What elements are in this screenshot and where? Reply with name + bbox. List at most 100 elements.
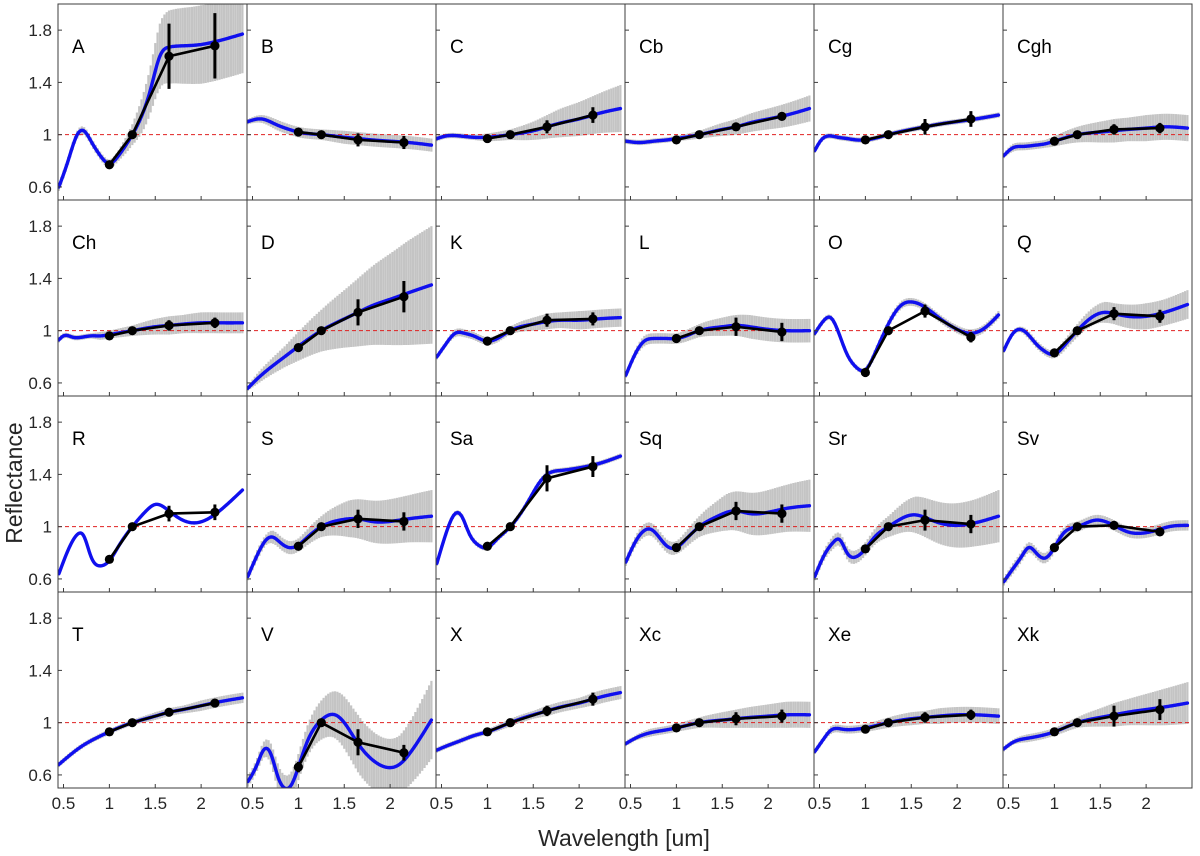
photometry-point [731,714,741,724]
panel-a: A [57,3,248,201]
photometry-line [675,509,782,549]
photometry-point [399,748,409,758]
photometry-point [353,307,363,317]
panel-plot-area [1003,113,1192,159]
panel-plot-area [814,706,1003,755]
panels-layer: A B C Cb Cg Cgh Ch D K L O Q R S Sa Sq Sr Sv T V X Xc Xe Xk [57,3,1193,789]
panel-plot-area [625,479,814,566]
photometry-point [777,711,787,721]
x-axis-ticks: 0.5 1 1.5 2 0.5 1 1.5 2 0.5 1 1.5 2 0.5 1 1.5 2 0.5 1 1.5 2… [52,794,1151,813]
panel-label: Cb [639,37,663,58]
panel-o: O [813,199,1004,397]
panel-q: Q [1002,199,1193,397]
panel-label: Q [1017,233,1032,254]
photometry-point [1155,527,1165,537]
panel-plot-area [58,488,247,576]
spectrum-line [625,504,812,564]
photometry-point [505,326,515,336]
y-tick-label: 1.4 [28,269,52,288]
photometry-point [920,122,930,132]
y-axis-ticks: 0.6 1 1.4 1.8 0.6 1 1.4 1.8 0.6 1 1.4 1.8 0.6 1 1.4 1.8 [28,21,52,785]
photometry-line [297,517,404,548]
x-tick-label: 2 [196,794,205,813]
panel-label: D [261,233,275,254]
panel-plot-area [58,312,247,343]
panel-ch: Ch [57,199,248,397]
panel-sq: Sq [624,395,815,593]
photometry-point [399,137,409,148]
photometry-line [676,714,782,730]
y-tick-label: 1.8 [28,609,52,628]
panel-s: S [246,395,437,593]
spectrum-line [247,712,434,788]
panel-label: Sr [828,429,848,450]
y-tick-label: 1.4 [28,661,52,680]
panel-frame [1002,591,1193,789]
photometry-point [588,314,598,324]
panel-d: D [246,199,437,397]
photometry-point [104,554,114,564]
photometry-line [1054,126,1160,143]
x-tick-label: 1 [483,794,492,813]
x-tick-label: 1.5 [1088,794,1112,813]
panel-x: X [435,591,626,789]
photometry-line [108,701,216,734]
spectrum-line [814,300,1001,373]
photometry-point [1109,520,1119,530]
photometry-point [694,326,704,336]
photometry-point [127,522,137,532]
photometry-point [127,130,137,140]
photometry-point [588,694,598,704]
x-tick-label: 1 [1050,794,1059,813]
panel-label: B [261,37,274,58]
photometry-line [864,309,972,374]
panel-c: C [435,3,626,201]
x-tick-label: 1 [672,794,681,813]
panel-sa: Sa [435,395,626,593]
panel-label: Xe [828,625,851,646]
photometry-point [542,122,552,132]
panel-plot-area [814,111,1003,153]
panel-plot-area [247,226,436,391]
photometry-point [482,336,492,346]
photometry-point [399,292,409,302]
photometry-line [298,130,404,144]
photometry-point [164,707,174,717]
panel-plot-area [247,680,436,788]
x-tick-label: 0.5 [52,794,76,813]
panel-plot-area [814,298,1003,378]
panel-label: Cg [828,37,852,58]
panel-cb: Cb [624,3,815,201]
panel-label: Xc [639,625,661,646]
photometry-point [966,332,976,342]
panel-plot-area [436,308,625,360]
panel-label: R [72,429,86,450]
photometry-point [293,762,303,772]
photometry-point [966,114,976,124]
photometry-point [104,331,114,341]
panel-label: Sq [639,429,662,450]
photometry-line [676,115,783,142]
x-tick-label: 2 [763,794,772,813]
photometry-point [482,727,492,737]
y-tick-label: 1 [43,126,52,145]
panel-plot-area [1003,514,1192,586]
photometry-point [542,473,552,483]
photometry-line [108,510,215,561]
y-tick-label: 1.8 [28,21,52,40]
x-tick-label: 2 [574,794,583,813]
photometry-point [920,306,930,316]
panel-plot-area [58,692,247,768]
photometry-point [883,718,893,728]
photometry-point [505,522,515,532]
y-axis-title: Reflectance [1,422,27,543]
photometry-point [316,130,326,140]
x-tick-label: 0.5 [241,794,265,813]
photometry-point [164,508,174,519]
panel-plot-area [247,115,436,152]
photometry-line [109,321,215,338]
panel-label: X [450,625,463,646]
photometry-point [316,718,326,728]
photometry-point [210,698,220,708]
photometry-point [966,519,976,529]
